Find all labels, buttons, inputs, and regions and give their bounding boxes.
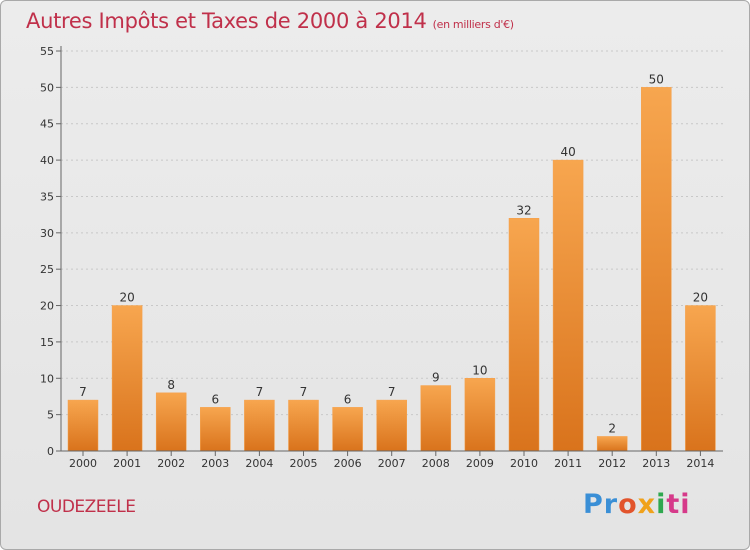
x-tick-label: 2002 bbox=[157, 457, 185, 470]
bar bbox=[641, 87, 672, 452]
data-label: 7 bbox=[256, 385, 264, 399]
bar bbox=[288, 399, 319, 452]
x-tick-label: 2013 bbox=[642, 457, 670, 470]
proxiti-logo: Proxiti bbox=[583, 489, 691, 520]
logo-part-2: o bbox=[618, 489, 638, 520]
x-tick-label: 2000 bbox=[69, 457, 97, 470]
bar bbox=[200, 407, 231, 452]
chart-title-text: Autres Impôts et Taxes de 2000 à 2014 bbox=[26, 9, 427, 33]
x-tick-label: 2009 bbox=[466, 457, 494, 470]
bar bbox=[244, 399, 275, 452]
x-tick-label: 2005 bbox=[290, 457, 318, 470]
bar bbox=[111, 305, 143, 452]
x-tick-label: 2014 bbox=[686, 457, 714, 470]
logo-part-1: Pr bbox=[583, 489, 619, 520]
data-label: 9 bbox=[432, 371, 440, 385]
bar bbox=[332, 407, 363, 452]
data-label: 8 bbox=[167, 378, 175, 392]
y-tick-label: 5 bbox=[47, 409, 54, 422]
data-label: 2 bbox=[608, 421, 616, 435]
y-tick-label: 0 bbox=[47, 445, 54, 458]
y-tick-label: 55 bbox=[40, 45, 54, 58]
data-label: 7 bbox=[300, 385, 308, 399]
data-label: 7 bbox=[388, 385, 396, 399]
bar bbox=[685, 305, 716, 452]
bar bbox=[67, 399, 99, 452]
x-tick-label: 2004 bbox=[245, 457, 273, 470]
y-tick-label: 20 bbox=[40, 300, 54, 313]
bar bbox=[464, 378, 496, 452]
bar bbox=[552, 159, 584, 452]
x-tick-label: 2012 bbox=[598, 457, 626, 470]
bar bbox=[596, 436, 628, 452]
bar bbox=[155, 392, 187, 452]
x-tick-label: 2007 bbox=[378, 457, 406, 470]
bar bbox=[376, 399, 407, 452]
logo-part-4: i bbox=[656, 489, 667, 520]
bar bbox=[420, 385, 452, 452]
x-tick-label: 2010 bbox=[510, 457, 538, 470]
chart-unit-note: (en milliers d'€) bbox=[432, 18, 514, 31]
y-tick-label: 40 bbox=[40, 154, 54, 167]
x-tick-label: 2003 bbox=[201, 457, 229, 470]
bar-chart: 0 5 10 15 20 25 30 35 40 45 50 55 2000 7 2001 20 2002 8 2… bbox=[40, 45, 723, 470]
data-label: 6 bbox=[211, 392, 219, 406]
data-label: 7 bbox=[79, 385, 87, 399]
data-label: 32 bbox=[516, 203, 531, 217]
data-label: 20 bbox=[693, 291, 708, 305]
data-label: 40 bbox=[560, 145, 575, 159]
x-tick-label: 2011 bbox=[554, 457, 582, 470]
logo-part-3: x bbox=[637, 489, 657, 520]
y-tick-label: 35 bbox=[40, 190, 54, 203]
data-label: 6 bbox=[344, 392, 352, 406]
y-tick-label: 25 bbox=[40, 263, 54, 276]
chart-title: Autres Impôts et Taxes de 2000 à 2014 (en… bbox=[26, 9, 514, 33]
x-tick-label: 2001 bbox=[113, 457, 141, 470]
y-tick-label: 15 bbox=[40, 336, 54, 349]
x-tick-label: 2006 bbox=[334, 457, 362, 470]
y-tick-label: 10 bbox=[40, 372, 54, 385]
commune-name: OUDEZEELE bbox=[37, 497, 136, 517]
data-label: 10 bbox=[472, 363, 487, 377]
y-tick-label: 30 bbox=[40, 227, 54, 240]
data-label: 50 bbox=[649, 72, 664, 86]
x-tick-label: 2008 bbox=[422, 457, 450, 470]
bar bbox=[508, 218, 540, 452]
y-tick-label: 50 bbox=[40, 81, 54, 94]
y-tick-label: 45 bbox=[40, 118, 54, 131]
data-label: 20 bbox=[119, 291, 134, 305]
logo-part-5: ti bbox=[666, 489, 691, 520]
